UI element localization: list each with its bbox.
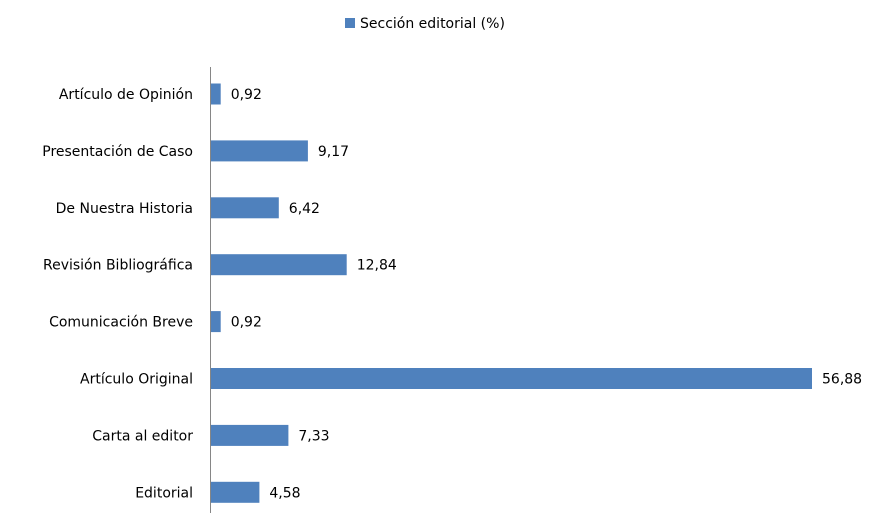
bar	[211, 481, 260, 503]
category-label: Artículo de Opinión	[59, 87, 193, 103]
category-label: De Nuestra Historia	[56, 201, 193, 217]
category-label: Artículo Original	[80, 372, 193, 388]
category-label: Carta al editor	[92, 428, 193, 444]
value-label: 7,33	[298, 428, 329, 444]
value-label: 0,92	[231, 315, 262, 331]
legend: Sección editorial (%)	[345, 16, 505, 32]
category-label: Presentación de Caso	[42, 144, 193, 160]
bar	[211, 197, 279, 219]
bars: Artículo de Opinión 0,92 Presentación de C…	[42, 83, 862, 503]
bar	[211, 311, 221, 333]
value-label: 56,88	[822, 372, 862, 388]
value-label: 4,58	[269, 485, 300, 501]
legend-swatch	[345, 18, 355, 28]
category-label: Editorial	[135, 485, 193, 501]
value-label: 9,17	[318, 144, 349, 160]
value-label: 12,84	[357, 258, 397, 274]
bar	[211, 368, 812, 389]
bar	[211, 140, 308, 162]
value-label: 6,42	[289, 201, 320, 217]
legend-label: Sección editorial (%)	[360, 16, 505, 32]
category-label: Comunicación Breve	[49, 315, 193, 331]
category-label: Revisión Bibliográfica	[43, 258, 193, 274]
bar	[211, 83, 221, 105]
bar	[211, 424, 289, 446]
bar	[211, 254, 347, 276]
value-label: 0,92	[231, 87, 262, 103]
